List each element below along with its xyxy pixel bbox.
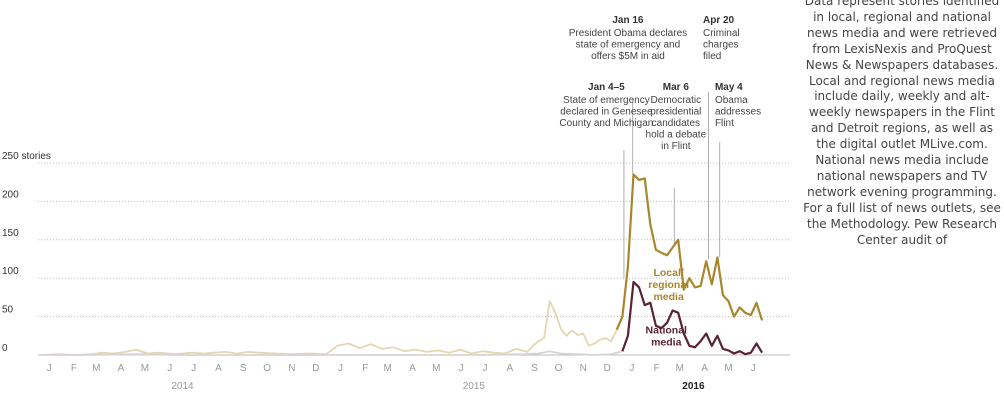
series-label-line: media <box>653 291 684 303</box>
series-line <box>621 280 764 356</box>
x-tick-label: J <box>191 363 196 374</box>
x-tick-label: S <box>531 363 538 374</box>
series-label-line: media <box>651 336 682 348</box>
x-tick-label: J <box>459 363 464 374</box>
x-tick-label: N <box>288 363 295 374</box>
x-tick-label: M <box>141 363 149 374</box>
methodology-note: Data represent stories identified in loc… <box>803 0 1001 247</box>
annotation-text-line: State of emergency <box>563 95 650 106</box>
annotation-text-line: state of emergency and <box>576 40 681 51</box>
x-tick-label: M <box>92 363 100 374</box>
series-line-faded <box>41 300 624 356</box>
annotation-date: Jan 16 <box>612 15 644 26</box>
annotation-date: Apr 20 <box>703 15 735 26</box>
flint-news-coverage-chart: 0 50 100 150 200 250 stories J F M A M J J A S O N D J F M A M… <box>2 15 790 392</box>
x-tick-label: M <box>676 363 684 374</box>
x-tick-label: A <box>215 363 222 374</box>
year-label: 2015 <box>463 381 486 392</box>
x-tick-label: M <box>724 363 732 374</box>
series-label: Local/regional media <box>648 267 689 303</box>
x-tick-label: J <box>338 363 343 374</box>
x-tick-label: D <box>312 363 319 374</box>
annotation-text-line: offers $5M in aid <box>591 51 665 62</box>
x-tick-label: O <box>263 363 271 374</box>
y-tick-label: 100 <box>2 266 19 277</box>
x-tick-label: A <box>701 363 708 374</box>
y-tick-label: 200 <box>2 189 19 200</box>
x-tick-label: J <box>751 363 756 374</box>
x-tick-label: M <box>383 363 391 374</box>
annotation-text: Criminal charges filed <box>703 28 740 62</box>
annotation-text-line: candidates <box>652 118 700 129</box>
annotation-text-line: hold a debate <box>646 130 707 141</box>
annotation-text-line: Criminal <box>703 28 740 39</box>
annotation-date: Mar 6 <box>663 82 690 93</box>
y-tick-label: 150 <box>2 228 19 239</box>
annotation-text: State of emergency declared in Genesee Cou… <box>559 95 653 129</box>
annotation-date: Jan 4–5 <box>588 82 625 93</box>
annotation-text-line: Flint <box>715 118 734 129</box>
x-tick-label: F <box>71 363 77 374</box>
x-tick-label: J <box>47 363 52 374</box>
series-label-line: National <box>646 324 688 336</box>
annotation-text-line: in Flint <box>661 141 691 152</box>
y-tick-label: 250 stories <box>2 151 51 162</box>
y-tick-label: 50 <box>2 305 14 316</box>
annotation-text-line: President Obama declares <box>569 28 687 39</box>
annotation-date: May 4 <box>715 82 743 93</box>
x-tick-label: A <box>409 363 416 374</box>
series-label-line: Local/ <box>653 267 683 279</box>
series-line <box>615 173 764 331</box>
series-label: National media <box>646 324 688 348</box>
x-tick-label: J <box>629 363 634 374</box>
x-tick-label: M <box>432 363 440 374</box>
x-tick-label: A <box>506 363 513 374</box>
x-tick-label: D <box>604 363 611 374</box>
annotation-text: Obama addresses Flint <box>715 95 761 129</box>
annotation-text: Democratic presidential candidates hold a d… <box>646 95 707 152</box>
x-tick-label: J <box>167 363 172 374</box>
x-tick-label: F <box>654 363 660 374</box>
annotation-text-line: charges <box>703 40 739 51</box>
annotation-text-line: declared in Genesee <box>560 107 653 118</box>
annotation-text-line: presidential <box>650 107 701 118</box>
x-tick-label: F <box>362 363 368 374</box>
x-tick-label: O <box>555 363 563 374</box>
x-tick-label: N <box>580 363 587 374</box>
annotation-text-line: addresses <box>715 107 761 118</box>
year-label: 2014 <box>171 381 194 392</box>
series-line-faded <box>41 350 623 356</box>
x-tick-label: A <box>118 363 125 374</box>
annotation-text-line: filed <box>703 51 721 62</box>
y-tick-label: 0 <box>2 343 8 354</box>
x-tick-label: S <box>240 363 247 374</box>
x-tick-label: J <box>483 363 488 374</box>
series-label-line: regional <box>648 279 689 291</box>
annotation-text: President Obama declares state of emergen… <box>569 28 687 62</box>
year-label: 2016 <box>682 381 705 392</box>
annotation-text-line: Democratic <box>651 95 702 106</box>
annotation-text-line: Obama <box>715 95 748 106</box>
annotation-text-line: County and Michigan <box>559 118 653 129</box>
